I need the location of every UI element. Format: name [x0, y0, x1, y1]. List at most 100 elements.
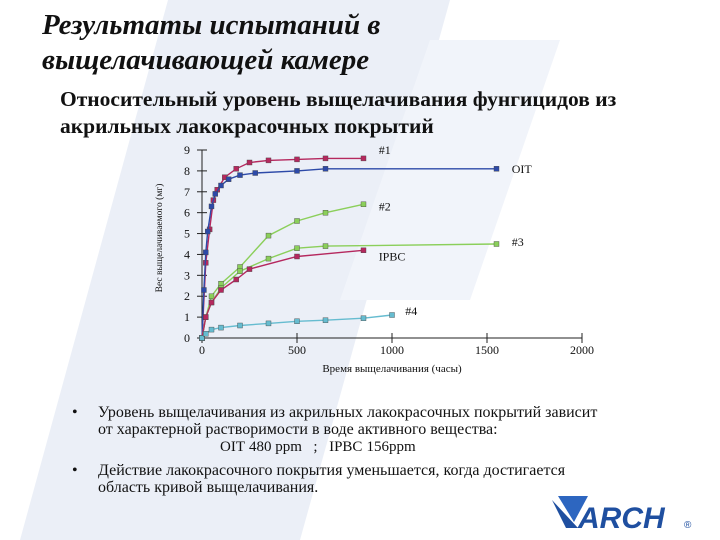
arch-logo: ARCH ®: [552, 496, 692, 535]
y-tick-label: 5: [184, 227, 190, 241]
data-point: [322, 166, 329, 172]
y-tick-label: 0: [184, 331, 190, 345]
data-point: [360, 201, 367, 207]
data-point: [322, 243, 329, 249]
data-point: [199, 335, 205, 341]
data-point: [237, 268, 243, 274]
data-point: [252, 170, 258, 176]
logo-wordmark: ARCH: [577, 502, 666, 535]
bullet-line: Уровень выщелачивания из акрильных лакок…: [98, 404, 598, 421]
series-line: [201, 243, 497, 339]
data-point: [233, 166, 239, 172]
data-point: [208, 326, 215, 333]
title-line: Результаты испытаний в: [42, 9, 381, 41]
data-point: [294, 253, 300, 260]
series-annotation: #1: [379, 143, 391, 157]
data-point: [201, 287, 207, 293]
data-point: [218, 287, 224, 293]
data-point: [493, 166, 500, 172]
x-tick-label: 1000: [380, 343, 404, 357]
data-point: [294, 156, 300, 163]
y-tick-label: 4: [184, 247, 190, 261]
ipbc-label: IPBC: [329, 439, 363, 455]
series-line: [201, 249, 364, 339]
y-tick-label: 2: [184, 289, 190, 303]
data-point: [322, 155, 329, 162]
title-line: выщелачивающей камере: [42, 44, 370, 76]
y-tick-label: 8: [184, 164, 190, 178]
y-tick-label: 3: [184, 268, 190, 282]
data-point: [218, 324, 224, 331]
series-annotation: #4: [405, 304, 417, 318]
data-point: [208, 299, 215, 306]
data-point: [203, 314, 209, 320]
series-annotation: IPBC: [379, 250, 406, 264]
data-point: [208, 293, 215, 299]
chart-subtitle: Относительный уровень выщелачивания фунг…: [60, 86, 700, 140]
data-point: [233, 276, 239, 283]
oit-label: OIT: [220, 439, 245, 455]
bullet-line: область кривой выщелачивания.: [98, 479, 319, 496]
data-point: [360, 155, 367, 162]
chart-annotations: #1 OIT #2 #3 IPBC #4: [379, 143, 533, 318]
data-point: [265, 157, 272, 164]
data-point: [237, 172, 243, 178]
y-tick-label: 7: [184, 185, 190, 199]
chart-axes: 0 1 2 3 4 5 6 7 8 9 0 500 1000 1500 2000 Время выщелачи…: [154, 143, 594, 375]
data-point: [212, 191, 218, 197]
data-point: [294, 168, 300, 174]
bullet-item: • Уровень выщелачивания из акрильных лак…: [72, 404, 692, 456]
data-point: [205, 228, 211, 235]
y-tick-label: 1: [184, 310, 190, 324]
series-line: [201, 157, 364, 339]
x-axis-label: Время выщелачивания (часы): [322, 363, 462, 375]
data-point: [218, 182, 224, 189]
data-point: [294, 218, 300, 224]
y-tick-label: 6: [184, 206, 190, 220]
x-tick-label: 2000: [570, 343, 594, 357]
data-point: [203, 331, 209, 337]
data-point: [265, 320, 272, 327]
x-tick-label: 1500: [475, 343, 499, 357]
bullet-line: Действие лакокрасочного покрытия уменьша…: [98, 462, 566, 479]
logo-registered-mark: ®: [684, 520, 692, 531]
separator: ;: [305, 439, 326, 455]
bullet-item: • Действие лакокрасочного покрытия умень…: [72, 462, 692, 496]
data-point: [294, 245, 300, 251]
y-axis-label: Вес выщелачиваемого (мг): [154, 184, 165, 293]
series-annotation: #2: [379, 199, 391, 213]
data-point: [322, 317, 329, 323]
data-point: [246, 266, 253, 272]
data-point: [493, 241, 500, 247]
slide-title: Результаты испытаний в выщелачивающей ка…: [42, 8, 602, 78]
data-point: [203, 249, 209, 256]
series-line: [201, 203, 364, 339]
x-tick-label: 500: [288, 343, 306, 357]
bullet-dot: •: [72, 404, 78, 421]
ipbc-value: 156ppm: [366, 439, 416, 455]
series-line: [201, 314, 393, 339]
subtitle-line: Относительный уровень выщелачивания фунг…: [60, 87, 617, 111]
data-point: [360, 247, 367, 254]
data-point: [265, 232, 272, 239]
data-point: [225, 176, 232, 182]
subtitle-line: акрильных лакокрасочных покрытий: [60, 114, 434, 138]
oit-value: 480 ppm: [249, 439, 302, 455]
chart-series: [199, 155, 500, 341]
data-point: [208, 203, 215, 210]
bullet-list: • Уровень выщелачивания из акрильных лак…: [72, 404, 692, 502]
data-point: [389, 312, 395, 318]
data-point: [237, 322, 243, 329]
bullet-subline: OIT 480 ppm ; IPBC 156ppm: [98, 438, 692, 456]
leaching-chart: 0 1 2 3 4 5 6 7 8 9 0 500 1000 1500 2000 Время выщелачи…: [154, 143, 594, 375]
data-point: [246, 159, 253, 166]
bullet-line: от характерной растворимости в воде акти…: [98, 421, 498, 438]
series-annotation: OIT: [512, 162, 533, 176]
y-tick-label: 9: [184, 143, 190, 157]
data-point: [322, 209, 329, 216]
series-line: [201, 168, 497, 339]
series-annotation: #3: [512, 235, 524, 249]
data-point: [294, 318, 300, 325]
data-point: [360, 315, 367, 321]
